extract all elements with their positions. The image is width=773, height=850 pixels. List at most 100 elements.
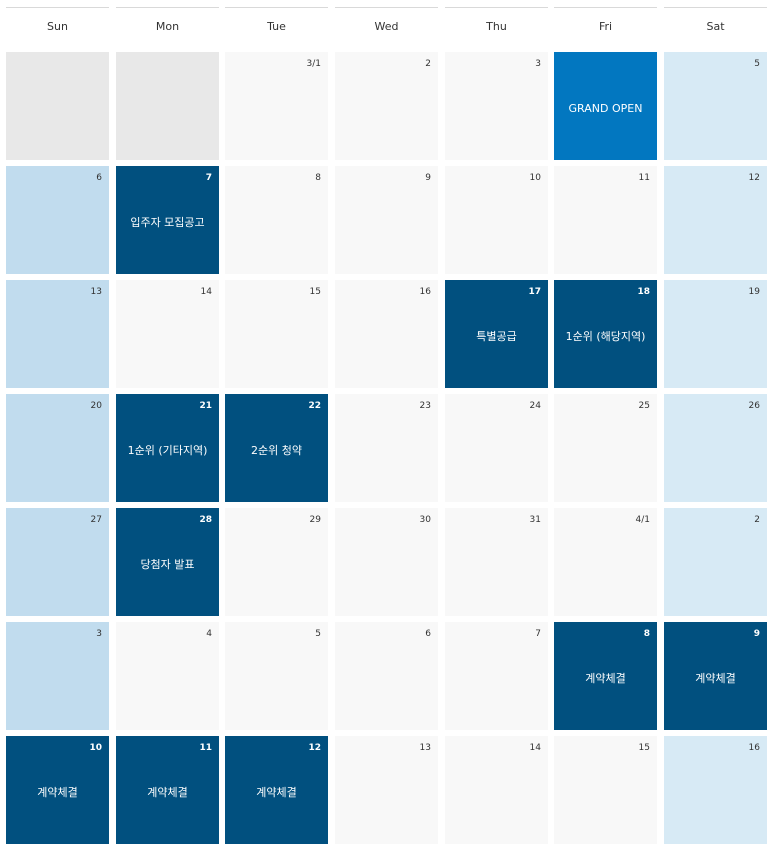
day-cell[interactable]: 8 [225,166,328,274]
weekday-header-sun: Sun [6,7,109,45]
day-number: 14 [529,743,541,753]
day-cell[interactable]: 13 [335,736,438,844]
day-number: 10 [89,743,102,753]
day-cell[interactable]: 29 [225,508,328,616]
event-day-cell[interactable]: GRAND OPEN [554,52,657,160]
event-day-cell[interactable]: 21 1순위 (기타지역) [116,394,219,502]
day-cell[interactable]: 25 [554,394,657,502]
day-cell[interactable]: 3 [6,622,109,730]
day-number: 6 [96,173,102,183]
day-number: 20 [90,401,102,411]
grand-open-label: GRAND OPEN [568,101,643,115]
event-label: 당첨자 발표 [140,557,195,571]
event-label: 계약체결 [37,785,78,799]
day-cell[interactable]: 12 [664,166,767,274]
day-number: 5 [754,59,760,69]
event-label: 1순위 (기타지역) [127,443,208,457]
day-number: 15 [309,287,321,297]
empty-day-cell [6,52,109,160]
day-number: 23 [419,401,431,411]
event-day-cell[interactable]: 28 당첨자 발표 [116,508,219,616]
day-number: 12 [308,743,321,753]
day-cell[interactable]: 15 [554,736,657,844]
day-cell[interactable]: 20 [6,394,109,502]
day-number: 14 [200,287,212,297]
day-cell[interactable]: 5 [664,52,767,160]
day-number: 9 [753,629,760,639]
weekday-header-sat: Sat [664,7,767,45]
day-number: 3/1 [306,59,321,69]
day-cell[interactable]: 10 [445,166,548,274]
day-number: 31 [529,515,541,525]
day-number: 5 [315,629,321,639]
day-cell[interactable]: 6 [335,622,438,730]
day-cell[interactable]: 4 [116,622,219,730]
event-label: 계약체결 [147,785,188,799]
day-number: 16 [748,743,760,753]
event-label: 입주자 모집공고 [130,215,205,229]
day-cell[interactable]: 5 [225,622,328,730]
day-number: 4 [206,629,212,639]
day-cell[interactable]: 13 [6,280,109,388]
day-cell[interactable]: 16 [664,736,767,844]
day-cell[interactable]: 9 [335,166,438,274]
day-number: 27 [90,515,102,525]
event-day-cell[interactable]: 10 계약체결 [6,736,109,844]
day-number: 8 [643,629,650,639]
day-cell[interactable]: 26 [664,394,767,502]
event-day-cell[interactable]: 12 계약체결 [225,736,328,844]
event-day-cell[interactable]: 22 2순위 청약 [225,394,328,502]
day-number: 6 [425,629,431,639]
day-cell[interactable]: 14 [116,280,219,388]
day-cell[interactable]: 30 [335,508,438,616]
day-cell[interactable]: 15 [225,280,328,388]
weekday-header-fri: Fri [554,7,657,45]
day-cell[interactable]: 19 [664,280,767,388]
day-cell[interactable]: 3 [445,52,548,160]
day-cell[interactable]: 24 [445,394,548,502]
day-cell[interactable]: 2 [335,52,438,160]
day-number: 2 [425,59,431,69]
event-label: 계약체결 [256,785,297,799]
day-number: 29 [309,515,321,525]
day-number: 12 [748,173,760,183]
weekday-header-mon: Mon [116,7,219,45]
event-label: 계약체결 [695,671,736,685]
day-number: 7 [535,629,541,639]
day-cell[interactable]: 31 [445,508,548,616]
day-cell[interactable]: 16 [335,280,438,388]
day-cell[interactable]: 27 [6,508,109,616]
empty-day-cell [116,52,219,160]
day-number: 21 [199,401,212,411]
day-number: 3 [535,59,541,69]
day-number: 30 [419,515,431,525]
event-day-cell[interactable]: 17 특별공급 [445,280,548,388]
event-day-cell[interactable]: 8 계약체결 [554,622,657,730]
day-cell[interactable]: 7 [445,622,548,730]
day-cell[interactable]: 6 [6,166,109,274]
day-cell[interactable]: 11 [554,166,657,274]
day-number: 16 [419,287,431,297]
event-day-cell[interactable]: 7 입주자 모집공고 [116,166,219,274]
day-number: 9 [425,173,431,183]
day-number: 11 [199,743,212,753]
event-day-cell[interactable]: 9 계약체결 [664,622,767,730]
day-number: 2 [754,515,760,525]
day-number: 25 [638,401,650,411]
weekday-header-thu: Thu [445,7,548,45]
day-number: 7 [205,173,212,183]
day-cell[interactable]: 4/1 [554,508,657,616]
day-cell[interactable]: 2 [664,508,767,616]
day-number: 13 [419,743,431,753]
event-day-cell[interactable]: 18 1순위 (해당지역) [554,280,657,388]
day-cell[interactable]: 14 [445,736,548,844]
day-number: 13 [90,287,102,297]
day-cell[interactable]: 3/1 [225,52,328,160]
day-number: 15 [638,743,650,753]
day-number: 18 [637,287,650,297]
day-cell[interactable]: 23 [335,394,438,502]
weekday-header-tue: Tue [225,7,328,45]
event-day-cell[interactable]: 11 계약체결 [116,736,219,844]
day-number: 17 [528,287,541,297]
